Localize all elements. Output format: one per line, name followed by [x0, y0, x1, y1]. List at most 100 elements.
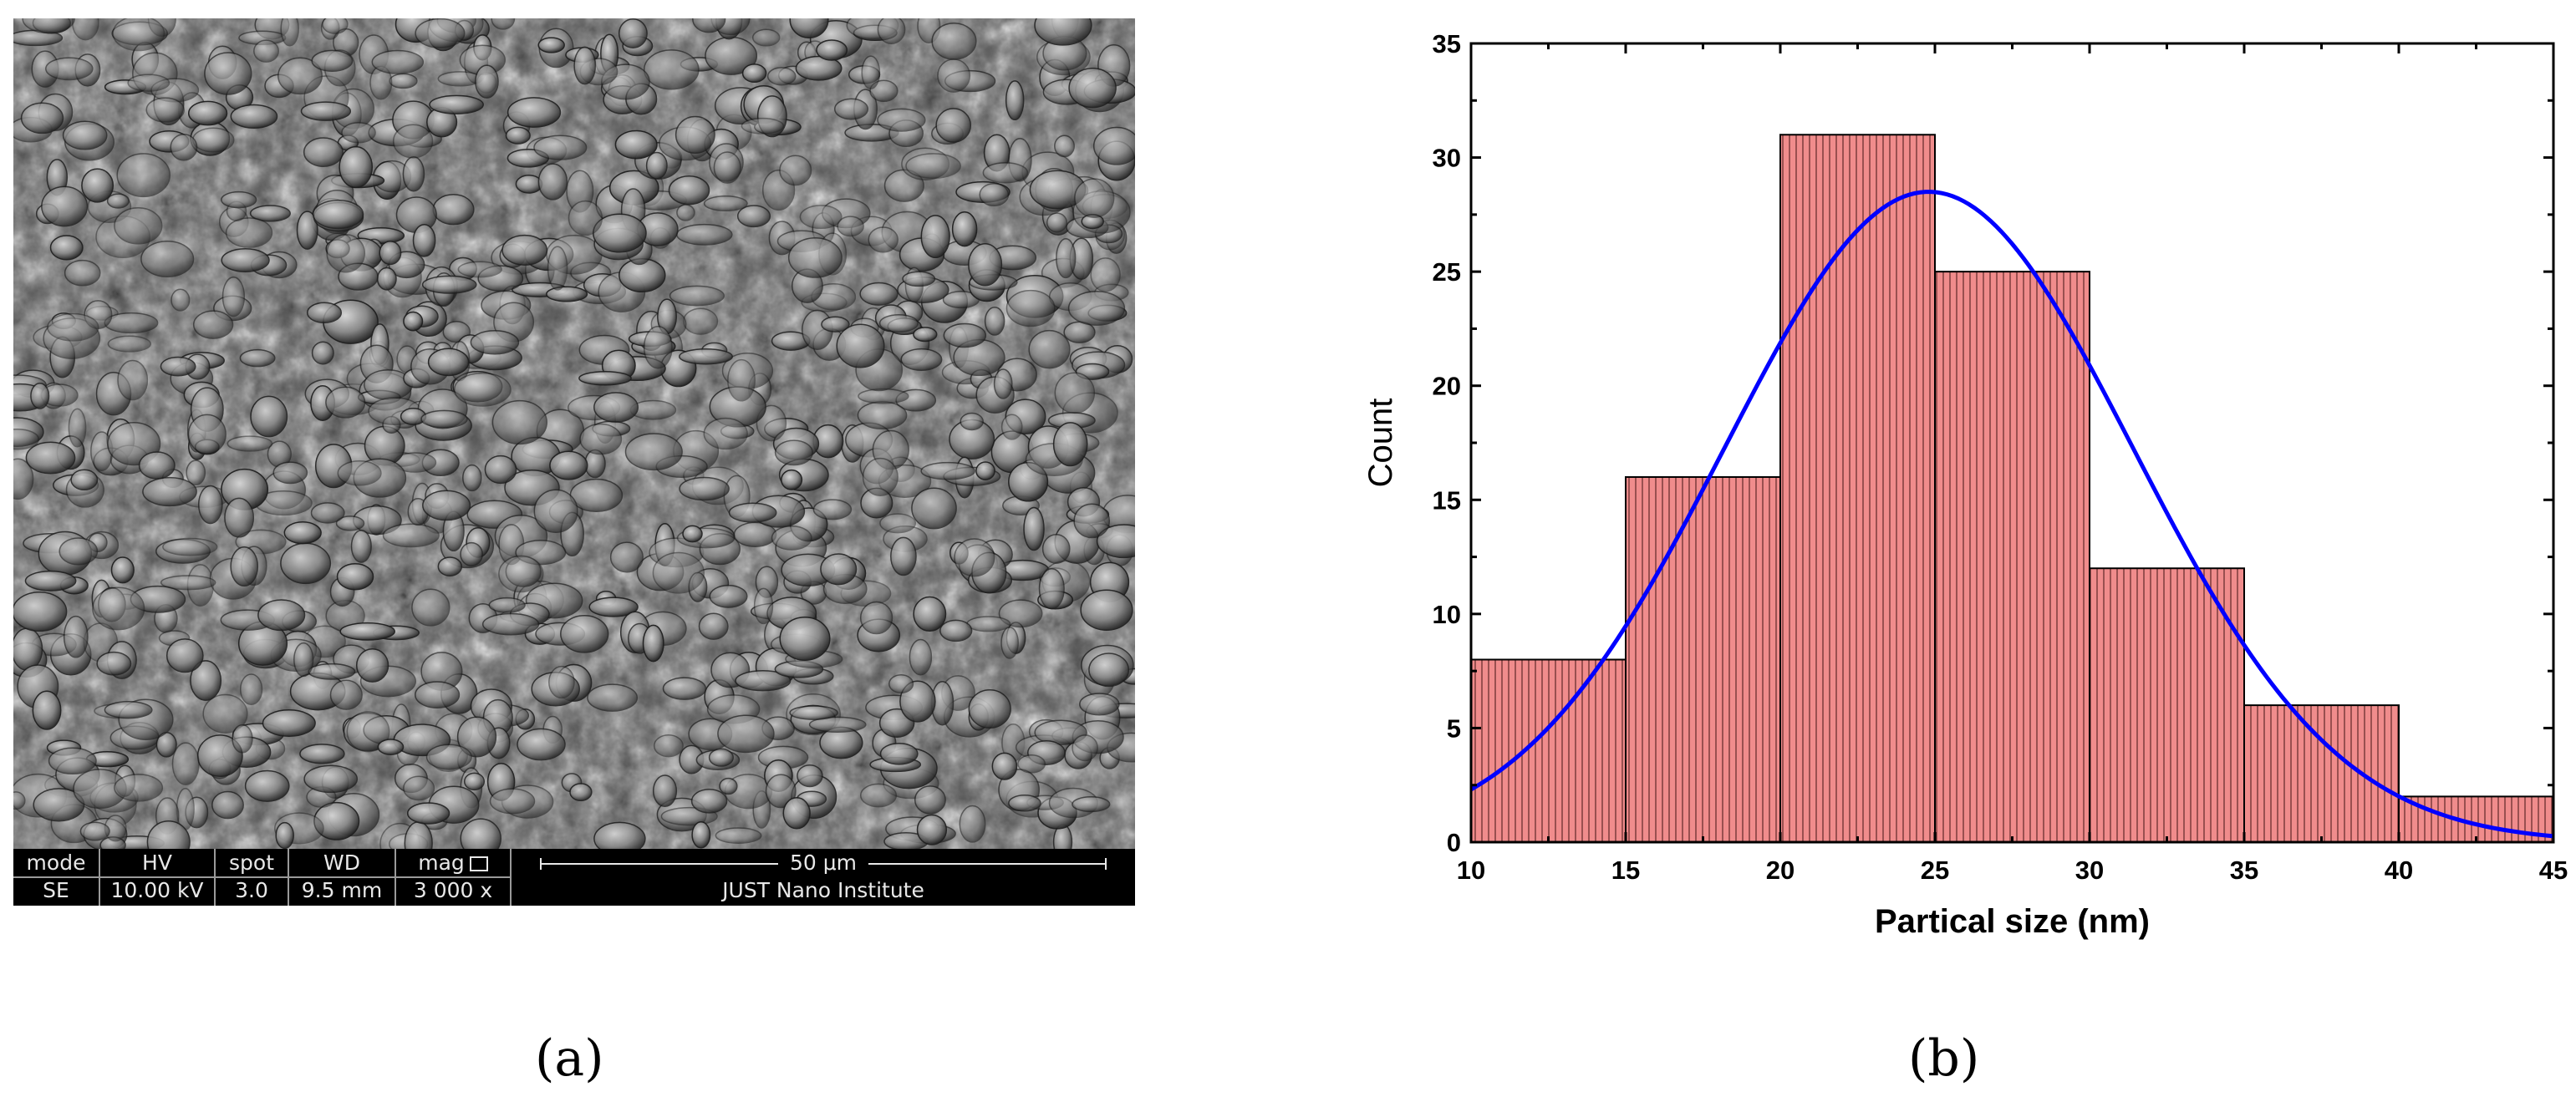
sem-databar: mode SE HV 10.00 kV spot 3.0 WD 9.5 mm m…: [13, 849, 1135, 906]
sem-grain: [517, 728, 566, 761]
x-tick-label: 35: [2230, 856, 2258, 885]
sem-grain: [652, 551, 705, 594]
databar-hv: HV 10.00 kV: [100, 849, 216, 906]
databar-institute: JUST Nano Institute: [722, 878, 924, 902]
sem-grain: [560, 614, 609, 653]
sem-grain: [277, 57, 323, 95]
sem-grain: [336, 562, 374, 591]
sem-grain: [311, 341, 334, 365]
sem-grain: [355, 647, 389, 683]
sem-grain: [782, 797, 811, 830]
databar-wd: WD 9.5 mm: [289, 849, 396, 906]
sem-grain: [415, 681, 461, 708]
sem-grain: [339, 622, 395, 641]
sem-grain: [221, 248, 270, 272]
y-tick-label: 30: [1433, 144, 1461, 173]
sem-grain: [146, 820, 191, 849]
sem-grain: [1067, 290, 1126, 326]
sem-grain: [808, 716, 867, 733]
sem-grain: [63, 615, 89, 658]
sem-grain: [719, 777, 738, 795]
sem-grain: [280, 18, 299, 47]
sem-grain: [968, 688, 1011, 729]
sem-grain: [227, 435, 273, 452]
sem-grain: [250, 395, 288, 438]
sem-grain: [1074, 178, 1115, 218]
sem-grain: [165, 638, 204, 673]
sem-grain: [262, 709, 316, 737]
sem-grain: [676, 204, 695, 221]
sem-grain: [192, 310, 234, 339]
sem-grain: [709, 584, 748, 608]
sem-grain: [1028, 329, 1071, 369]
sem-grain: [959, 805, 986, 843]
sem-grain: [379, 240, 402, 266]
sem-grain: [568, 200, 603, 236]
sem-grain: [1072, 734, 1098, 762]
sem-grain: [787, 237, 843, 278]
sem-grain: [900, 348, 943, 371]
sem-grain: [588, 597, 639, 617]
sem-panel: mode SE HV 10.00 kV spot 3.0 WD 9.5 mm m…: [13, 18, 1135, 906]
sem-grain: [1046, 212, 1068, 233]
sem-grain: [24, 570, 77, 592]
sem-grain: [190, 660, 222, 701]
sem-grain: [406, 802, 451, 825]
sem-grain: [533, 489, 578, 533]
sem-grain: [114, 207, 163, 245]
y-tick-label: 25: [1433, 257, 1461, 287]
sem-grain: [186, 460, 206, 486]
sem-grain: [481, 612, 540, 636]
sem-grain: [299, 744, 345, 764]
sem-grain: [774, 439, 813, 466]
sem-grain: [1096, 524, 1135, 559]
sem-grain: [861, 55, 881, 90]
sem-grain: [579, 423, 623, 455]
x-tick-label: 10: [1457, 856, 1485, 885]
x-tick-label: 45: [2539, 856, 2568, 885]
sem-grain: [547, 246, 568, 291]
sem-grain: [293, 642, 314, 678]
sem-grain: [877, 108, 926, 132]
sem-grain: [96, 651, 132, 676]
sem-grain: [913, 327, 938, 343]
x-tick-label: 40: [2385, 856, 2413, 885]
x-tick-label: 25: [1921, 856, 1949, 885]
sem-grain: [64, 259, 101, 287]
sem-grain: [537, 163, 568, 201]
sem-grain: [170, 133, 198, 161]
sem-grain: [275, 821, 294, 849]
sem-grain: [569, 478, 624, 513]
sem-grain: [371, 49, 425, 74]
databar-mag-value: 3 000 x: [413, 878, 493, 902]
sem-grain: [859, 783, 898, 808]
sem-grain: [676, 223, 733, 246]
sem-grain: [982, 161, 1029, 184]
sem-grain: [59, 537, 99, 566]
sem-grain: [92, 587, 145, 631]
sem-grain: [420, 409, 468, 429]
sem-grain: [1079, 693, 1120, 716]
sem-grain: [1068, 68, 1117, 109]
sem-grain: [221, 276, 246, 317]
sem-grain: [820, 553, 858, 586]
sem-grain: [916, 814, 948, 845]
sem-grain: [239, 348, 276, 368]
sem-grain: [30, 383, 50, 409]
sem-grain: [593, 821, 646, 849]
sem-grain: [280, 542, 332, 585]
x-tick-label: 30: [2075, 856, 2104, 885]
sem-grain: [326, 233, 365, 273]
sem-grain: [753, 587, 774, 625]
sem-grain: [1005, 80, 1025, 121]
sem-grain: [429, 94, 484, 114]
sem-grain: [239, 673, 263, 705]
sem-grain: [308, 663, 356, 680]
sem-grain: [795, 55, 843, 81]
sem-grain: [859, 282, 899, 306]
sem-grain: [104, 312, 159, 334]
sem-grain: [1090, 257, 1121, 292]
sem-grain: [1052, 422, 1088, 467]
sem-grain: [679, 348, 733, 365]
sem-grain: [593, 392, 639, 423]
